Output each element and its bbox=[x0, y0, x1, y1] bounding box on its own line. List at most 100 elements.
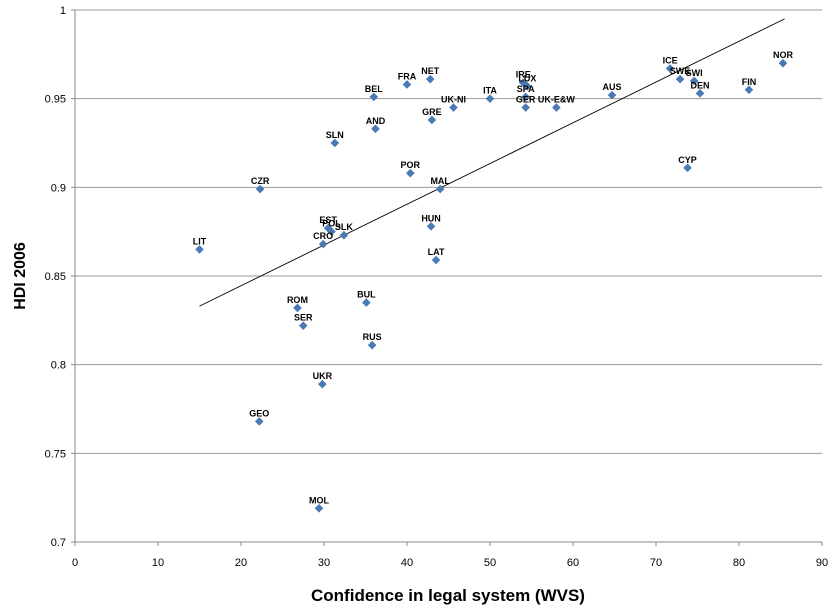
point-label-rus: RUS bbox=[363, 332, 382, 342]
x-tick-label: 20 bbox=[235, 557, 247, 569]
x-tick-labels: 0 10 20 30 40 50 60 70 80 90 bbox=[72, 557, 828, 569]
data-point-slk bbox=[339, 230, 349, 240]
data-point-pol bbox=[327, 227, 336, 236]
data-point-den bbox=[695, 89, 705, 98]
point-label-geo: GEO bbox=[249, 408, 269, 418]
data-point-spa bbox=[521, 92, 530, 102]
data-point-rus bbox=[367, 340, 377, 350]
gridlines bbox=[75, 9, 822, 454]
point-label-and: AND bbox=[366, 116, 386, 126]
trendline-group bbox=[199, 18, 785, 307]
data-point-sln bbox=[330, 138, 340, 148]
data-point-ger bbox=[521, 103, 530, 112]
data-point-geo bbox=[254, 417, 264, 426]
point-label-czr: CZR bbox=[251, 176, 270, 186]
data-point-por bbox=[406, 168, 415, 178]
data-point-czr bbox=[255, 184, 265, 194]
point-label-lat: LAT bbox=[428, 247, 445, 257]
data-point-mol bbox=[314, 504, 324, 513]
point-label-lit: LIT bbox=[193, 236, 207, 246]
point-label-por: POR bbox=[401, 160, 421, 170]
point-label-mal: MAL bbox=[430, 176, 450, 186]
data-points bbox=[195, 58, 788, 513]
data-point-lat bbox=[431, 255, 441, 265]
data-point-ice bbox=[665, 64, 675, 73]
data-point-net bbox=[425, 74, 435, 84]
point-label-swi: SWI bbox=[686, 68, 703, 78]
data-point-rom bbox=[293, 303, 302, 313]
point-label-ire: IRE bbox=[516, 70, 531, 80]
point-label-mol: MOL bbox=[309, 495, 329, 505]
data-point-bul bbox=[362, 298, 371, 307]
data-point-swi bbox=[689, 76, 699, 86]
x-tick-label: 50 bbox=[484, 557, 496, 569]
x-tick-label: 70 bbox=[650, 557, 662, 569]
point-label-hun: HUN bbox=[421, 213, 441, 223]
data-point-est bbox=[323, 223, 333, 233]
y-tick-label: 1 bbox=[60, 5, 66, 17]
axes bbox=[71, 9, 823, 546]
y-tick-label: 0.95 bbox=[45, 94, 66, 106]
point-label-den: DEN bbox=[690, 80, 709, 90]
data-point-lit bbox=[195, 245, 204, 254]
data-point-swe bbox=[675, 74, 685, 84]
data-point-fra bbox=[402, 80, 412, 89]
point-label-fin: FIN bbox=[742, 77, 757, 87]
point-label-cyp: CYP bbox=[678, 155, 697, 165]
point-label-est: EST bbox=[319, 215, 337, 225]
data-point-lux bbox=[523, 81, 532, 91]
point-label-bul: BUL bbox=[357, 290, 376, 300]
y-tick-label: 0.7 bbox=[51, 537, 66, 549]
x-tick-label: 30 bbox=[318, 557, 330, 569]
x-axis-title: Confidence in legal system (WVS) bbox=[311, 586, 585, 605]
data-point-uk-ni bbox=[449, 103, 458, 112]
data-point-and bbox=[371, 124, 380, 134]
point-label-ger: GER bbox=[516, 95, 536, 105]
y-tick-label: 0.75 bbox=[45, 448, 66, 460]
x-tick-label: 60 bbox=[567, 557, 579, 569]
data-point-aus bbox=[607, 90, 617, 100]
point-label-swe: SWE bbox=[670, 66, 691, 76]
point-label-uk-ni: UK-NI bbox=[441, 95, 466, 105]
point-label-lux: LUX bbox=[518, 73, 536, 83]
data-point-ukr bbox=[318, 379, 327, 389]
point-label-pol: POL bbox=[322, 219, 341, 229]
x-tick-label: 80 bbox=[733, 557, 745, 569]
y-tick-labels: 0.7 0.75 0.8 0.85 0.9 0.95 1 bbox=[45, 5, 66, 549]
y-tick-label: 0.85 bbox=[45, 271, 66, 283]
point-label-ice: ICE bbox=[663, 56, 678, 66]
point-label-ukr: UKR bbox=[313, 371, 333, 381]
point-label-nor: NOR bbox=[773, 50, 794, 60]
point-label-slk: SLK bbox=[335, 222, 354, 232]
point-label-uk-e&w: UK-E&W bbox=[538, 95, 575, 105]
data-point-cyp bbox=[683, 163, 692, 173]
point-label-cro: CRO bbox=[313, 231, 333, 241]
point-label-gre: GRE bbox=[422, 107, 442, 117]
data-point-ser bbox=[298, 321, 308, 330]
x-tick-label: 10 bbox=[152, 557, 164, 569]
x-tick-label: 0 bbox=[72, 557, 78, 569]
point-label-aus: AUS bbox=[603, 82, 622, 92]
point-label-ser: SER bbox=[294, 313, 313, 323]
x-tick-label: 40 bbox=[401, 557, 413, 569]
data-point-ita bbox=[485, 94, 495, 103]
data-point-uk-e&w bbox=[552, 103, 561, 112]
point-label-rom: ROM bbox=[287, 295, 308, 305]
point-label-spa: SPA bbox=[517, 84, 535, 94]
data-point-gre bbox=[427, 115, 437, 125]
x-tick-label: 90 bbox=[816, 557, 828, 569]
point-label-bel: BEL bbox=[365, 84, 384, 94]
y-axis-title: HDI 2006 bbox=[12, 242, 29, 310]
point-label-fra: FRA bbox=[398, 71, 417, 81]
data-point-hun bbox=[426, 222, 436, 231]
point-label-sln: SLN bbox=[326, 130, 344, 140]
trendline bbox=[199, 18, 785, 307]
point-label-net: NET bbox=[421, 66, 440, 76]
data-point-bel bbox=[369, 92, 379, 102]
data-point-nor bbox=[778, 58, 788, 68]
y-tick-label: 0.8 bbox=[51, 360, 66, 372]
point-label-ita: ITA bbox=[483, 86, 497, 96]
